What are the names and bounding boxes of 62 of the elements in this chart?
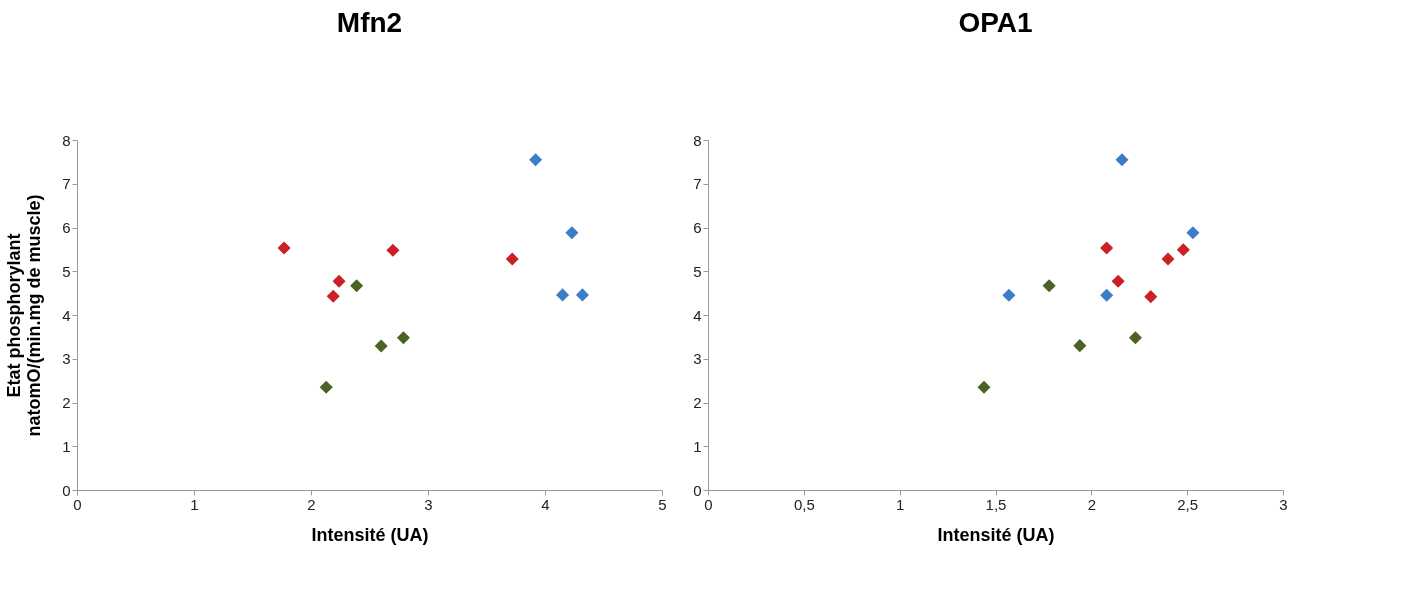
point <box>332 274 346 288</box>
point <box>1186 226 1200 240</box>
y-tick-label: 2 <box>693 394 702 411</box>
point <box>319 380 333 394</box>
point <box>350 279 364 293</box>
x-tick-label: 3 <box>1279 495 1288 513</box>
y-tick-label: 7 <box>693 175 702 193</box>
y-tick-label: 4 <box>693 306 702 324</box>
point <box>529 153 543 167</box>
point <box>1176 243 1190 257</box>
point <box>565 226 579 240</box>
x-tick-label: 4 <box>541 495 550 513</box>
chart-title: Mfn2 <box>336 7 403 38</box>
x-tick-label: 0 <box>704 495 713 513</box>
x-tick-label: 2,5 <box>1177 495 1199 513</box>
x-tick-label: 3 <box>424 495 433 513</box>
point <box>1161 252 1175 266</box>
point <box>1111 274 1125 288</box>
point <box>1115 153 1129 167</box>
y-tick-label: 8 <box>62 131 71 149</box>
point <box>1002 288 1016 302</box>
y-tick-label: 7 <box>62 175 71 193</box>
point <box>374 339 388 353</box>
y-tick-label: 5 <box>693 262 702 280</box>
x-tick-label: 1 <box>190 495 199 513</box>
y-tick-label: 8 <box>693 131 702 149</box>
x-tick-label: 1 <box>895 495 905 513</box>
point <box>1128 331 1142 345</box>
x-tick-label: 2 <box>307 495 316 513</box>
x-axis-title: Intensité (UA) <box>311 524 429 545</box>
point <box>386 243 400 257</box>
y-tick-label: 5 <box>62 262 71 280</box>
y-tick-label: 2 <box>62 394 71 411</box>
chart-title: OPA1 <box>958 7 1033 38</box>
y-tick-label: 3 <box>693 350 702 368</box>
y-tick-label: 3 <box>62 350 71 368</box>
point <box>1042 279 1056 293</box>
point <box>575 288 589 302</box>
x-tick-label: 1,5 <box>985 495 1007 513</box>
x-tick-label: 0,5 <box>793 495 815 513</box>
point <box>1144 290 1158 304</box>
y-tick-label: 1 <box>693 437 702 455</box>
y-tick-label: 6 <box>693 219 702 236</box>
y-tick-label: 1 <box>62 437 71 455</box>
y-axis-title: Etat phosphorylant natomO/(min.mg de muscle) <box>4 194 45 437</box>
x-tick-label: 5 <box>658 495 667 513</box>
point <box>1100 288 1114 302</box>
y-tick-label: 6 <box>62 219 71 236</box>
y-tick-label: 0 <box>693 481 702 499</box>
x-tick-label: 2 <box>1087 495 1097 513</box>
point <box>277 241 291 255</box>
point <box>396 331 410 345</box>
point <box>1073 339 1087 353</box>
point <box>556 288 570 302</box>
y-tick-label: 4 <box>62 306 71 324</box>
x-tick-label: 0 <box>73 495 82 513</box>
point <box>326 289 340 303</box>
point <box>505 252 519 266</box>
x-axis-title: Intensité (UA) <box>937 524 1055 545</box>
point <box>1100 241 1114 255</box>
y-tick-label: 0 <box>62 481 71 499</box>
point <box>977 380 991 394</box>
